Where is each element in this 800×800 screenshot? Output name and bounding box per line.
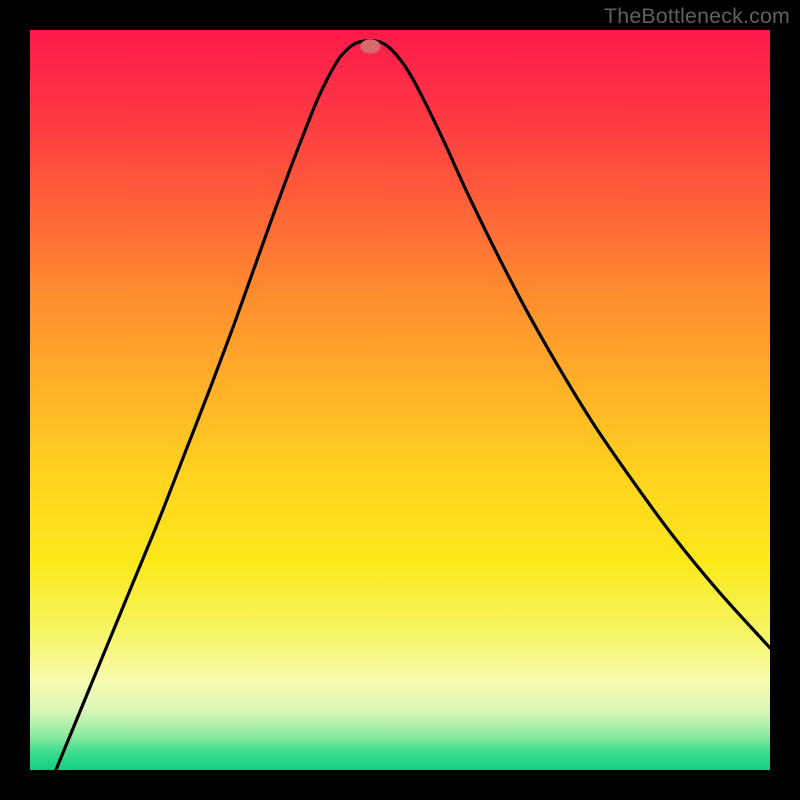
watermark-text: TheBottleneck.com <box>604 4 790 29</box>
bottleneck-curve <box>30 30 770 770</box>
chart-frame: TheBottleneck.com <box>0 0 800 800</box>
plot-area <box>30 30 770 770</box>
